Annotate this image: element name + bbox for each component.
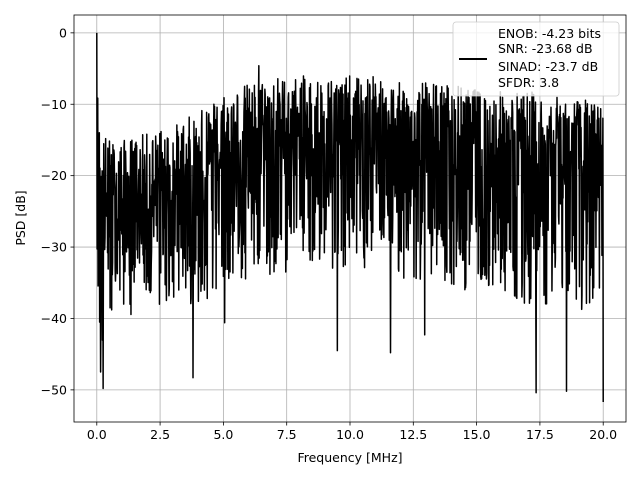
legend-enob: ENOB: -4.23 bits bbox=[498, 26, 601, 41]
x-tick-label: 12.5 bbox=[399, 427, 427, 442]
x-tick-label: 15.0 bbox=[463, 427, 491, 442]
y-tick-label: −40 bbox=[41, 311, 67, 326]
y-tick-label: −50 bbox=[41, 382, 67, 397]
legend-box bbox=[452, 21, 620, 97]
y-tick-label: −10 bbox=[41, 97, 67, 112]
legend-sinad: SINAD: -23.7 dB bbox=[498, 59, 598, 74]
legend-snr: SNR: -23.68 dB bbox=[498, 41, 593, 56]
x-tick-label: 5.0 bbox=[213, 427, 233, 442]
legend: ENOB: -4.23 bits SNR: -23.68 dB SINAD: -… bbox=[452, 21, 620, 97]
psd-series-line bbox=[96, 32, 604, 403]
x-axis-label: Frequency [MHz] bbox=[297, 450, 402, 465]
x-tick-label: 0.0 bbox=[87, 427, 107, 442]
y-tick-label: −30 bbox=[41, 240, 67, 255]
y-tick-label: −20 bbox=[41, 168, 67, 183]
axis-ticks: 0.0 2.5 5.0 7.5 10.0 12.5 15.0 17.5 20.0 0 −10 −20 −… bbox=[41, 25, 618, 442]
series-group bbox=[96, 32, 604, 403]
x-tick-label: 2.5 bbox=[150, 427, 170, 442]
x-tick-label: 20.0 bbox=[589, 427, 617, 442]
y-axis-label: PSD [dB] bbox=[13, 190, 28, 245]
x-tick-label: 17.5 bbox=[526, 427, 554, 442]
x-tick-label: 7.5 bbox=[277, 427, 297, 442]
legend-sfdr: SFDR: 3.8 bbox=[498, 75, 559, 90]
x-tick-label: 10.0 bbox=[336, 427, 364, 442]
y-tick-label: 0 bbox=[59, 25, 67, 40]
